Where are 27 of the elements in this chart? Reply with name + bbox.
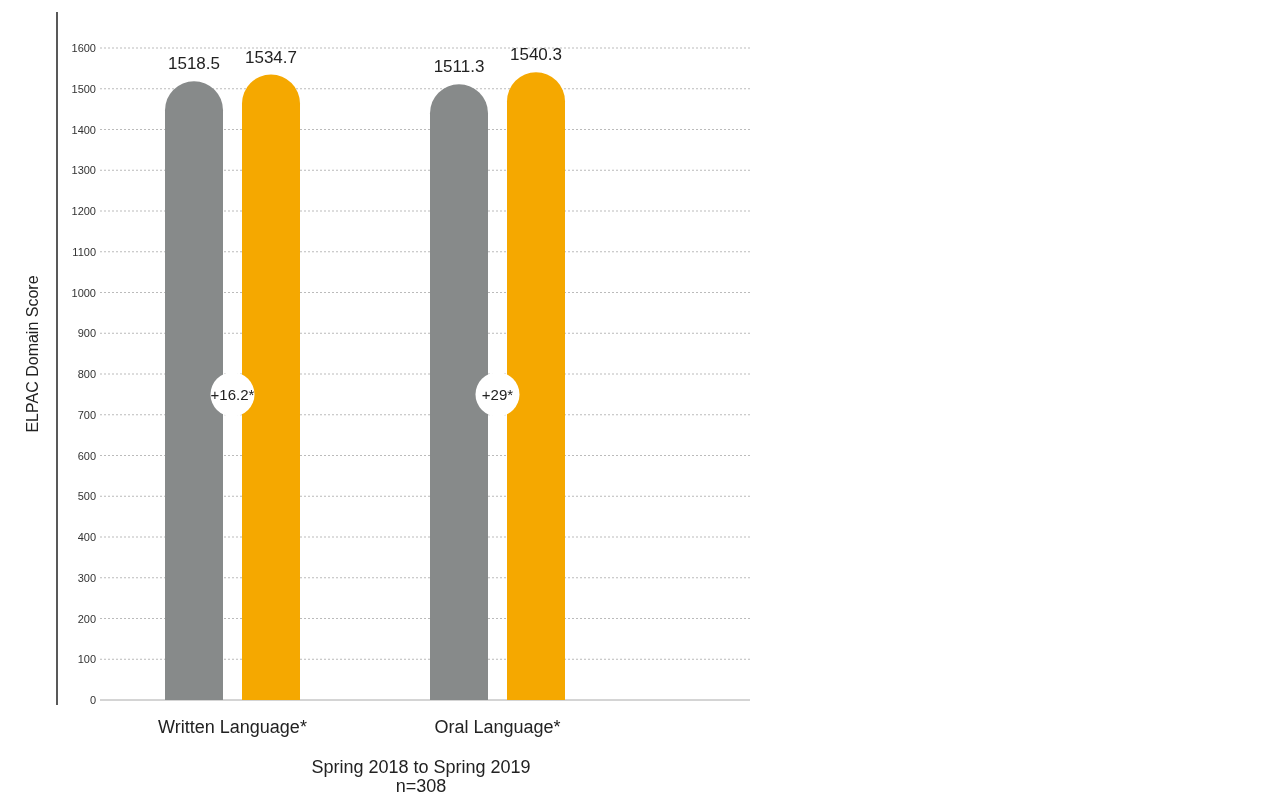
- annotation: +16.2*: [210, 386, 255, 404]
- y-tick-label: 400: [77, 531, 96, 543]
- y-tick-label: 200: [77, 612, 96, 625]
- data-label: 1511.3: [433, 57, 485, 77]
- y-tick-label: 800: [77, 368, 96, 380]
- y-axis-title: ELPAC Domain Score: [24, 275, 41, 433]
- y-tick-label: 1400: [71, 123, 96, 136]
- x-axis-title: Spring 2018 to Spring 2019 n=308: [311, 757, 531, 796]
- x-tick-label: Written Language*: [158, 717, 307, 737]
- y-tick-label: 1000: [71, 286, 96, 299]
- y-tick-label: 900: [77, 327, 96, 340]
- data-label: 1518.5: [168, 54, 220, 74]
- x-tick-label: Oral Language*: [434, 717, 561, 737]
- y-tick-label: 300: [77, 571, 96, 584]
- y-tick-label: 100: [77, 653, 96, 666]
- y-tick-label: 1100: [72, 245, 96, 258]
- y-tick-label: 1300: [71, 164, 96, 177]
- y-tick-label: 500: [77, 490, 96, 503]
- annotation: +29*: [481, 386, 514, 404]
- y-tick-label: 1600: [71, 42, 96, 54]
- y-tick-label: 0: [89, 694, 96, 706]
- data-label: 1534.7: [245, 47, 297, 67]
- data-label: 1540.3: [510, 45, 562, 65]
- y-tick-label: 1200: [71, 205, 96, 217]
- y-tick-label: 700: [77, 408, 96, 421]
- y-tick-label: 1500: [71, 82, 96, 95]
- y-tick-label: 600: [77, 449, 96, 462]
